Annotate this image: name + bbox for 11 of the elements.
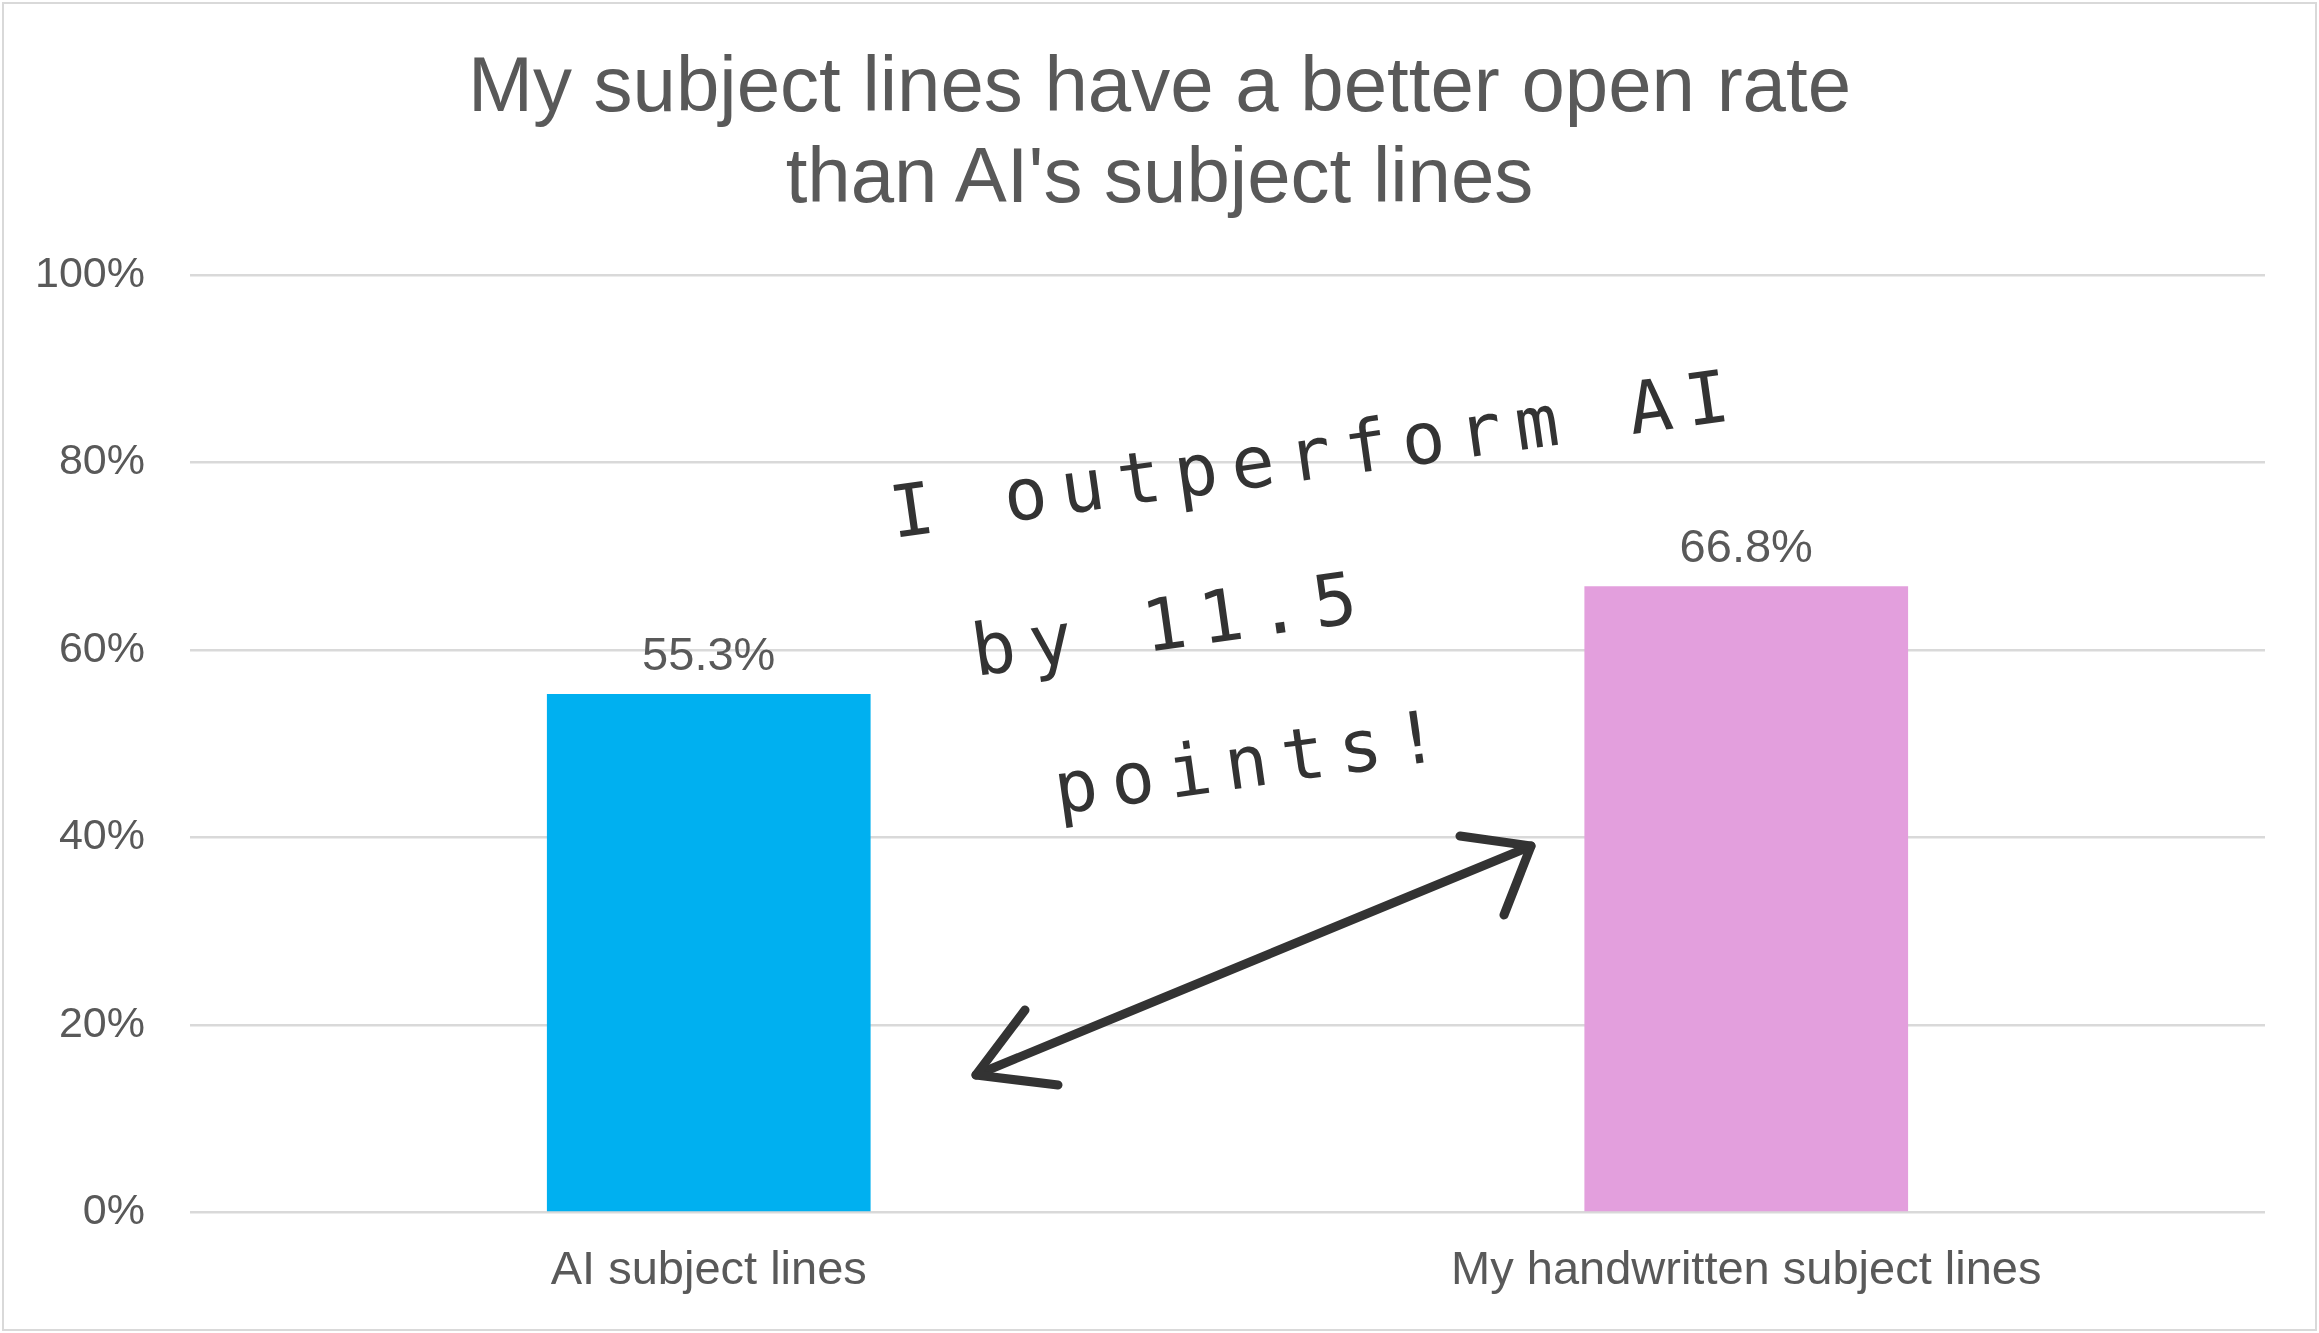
y-tick-label: 40% [58, 810, 145, 859]
chart-title: My subject lines have a better open rate than AI's subject lines [466, 39, 1853, 221]
data-label: 55.3% [642, 627, 776, 681]
y-tick-label: 100% [35, 247, 145, 296]
data-label: 66.8% [1679, 519, 1813, 573]
y-tick-label: 60% [58, 622, 145, 671]
y-tick-label: 0% [82, 1185, 145, 1234]
y-tick-label: 20% [58, 997, 145, 1046]
x-tick-label: My handwritten subject lines [1451, 1240, 2042, 1294]
x-tick-label: AI subject lines [550, 1240, 867, 1294]
y-tick-label: 80% [58, 435, 145, 484]
